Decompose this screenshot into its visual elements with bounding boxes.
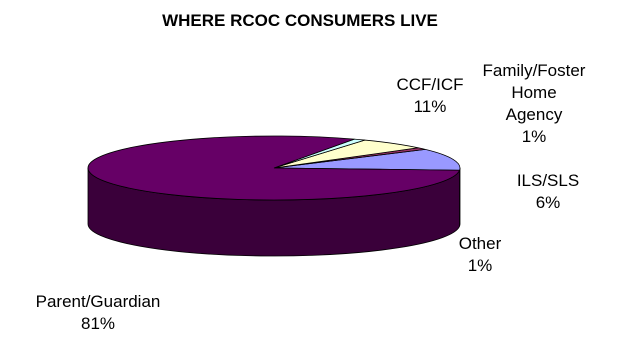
slice-label-2-line-0: ILS/SLS (517, 171, 579, 190)
pie-slice-4 (87, 135, 461, 201)
pie-tops (87, 135, 461, 201)
slice-label-0-line-0: CCF/ICF (396, 75, 463, 94)
slice-label-3: Other 1% (459, 234, 502, 275)
slice-label-4: Parent/Guardian 81% (36, 292, 161, 333)
slice-label-1-line-0: Family/Foster (483, 61, 586, 80)
chart-title: WHERE RCOC CONSUMERS LIVE (162, 11, 438, 30)
slice-label-4-line-1: 81% (81, 314, 115, 333)
slice-label-3-line-1: 1% (468, 256, 493, 275)
slice-label-0-line-1: 11% (414, 97, 447, 116)
slice-label-1: Family/Foster Home Agency 1% (483, 61, 586, 146)
slice-label-4-line-0: Parent/Guardian (36, 292, 161, 311)
slice-label-0: CCF/ICF 11% (396, 75, 463, 116)
slice-label-1-line-1: Home (511, 83, 556, 102)
slice-label-2-line-1: 6% (536, 193, 561, 212)
slice-label-3-line-0: Other (459, 234, 502, 253)
slice-label-2: ILS/SLS 6% (517, 171, 579, 212)
slice-label-1-line-2: Agency (506, 105, 563, 124)
pie-labels: CCF/ICF 11% Family/Foster Home Agency 1% ILS/S… (36, 61, 586, 333)
pie-slice-0 (273, 148, 461, 171)
slice-label-1-line-3: 1% (522, 127, 547, 146)
